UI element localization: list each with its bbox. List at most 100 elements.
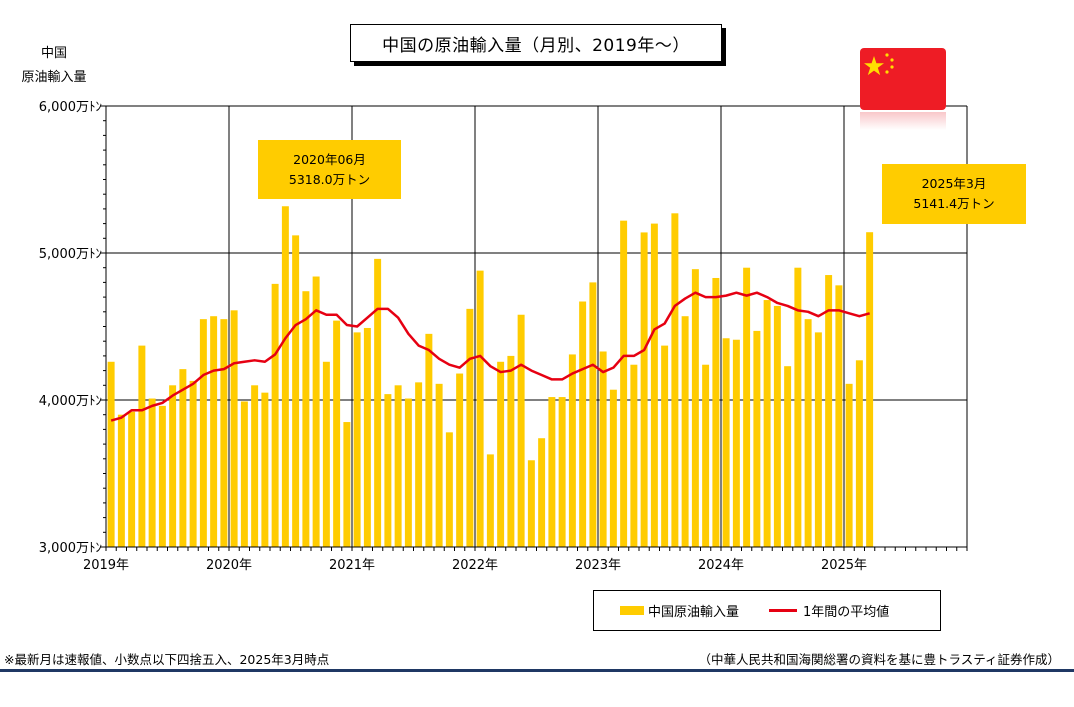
- bar: [271, 283, 279, 547]
- x-tick-label: 2021年: [329, 558, 375, 573]
- bar: [384, 394, 392, 547]
- bar: [230, 310, 238, 547]
- bar: [691, 269, 699, 547]
- bar: [281, 206, 289, 547]
- bar: [671, 213, 679, 547]
- callout-2025-03-date: 2025年3月: [921, 176, 987, 191]
- bar: [599, 351, 607, 547]
- bottom-rule: [0, 669, 1074, 672]
- bar: [753, 330, 761, 547]
- bar: [538, 438, 546, 547]
- bar: [650, 223, 658, 547]
- flag-stars: [864, 53, 894, 76]
- bar: [138, 345, 146, 547]
- bar: [497, 361, 505, 547]
- callout-2020-06-value: 5318.0万トン: [288, 171, 371, 187]
- bar: [476, 270, 484, 547]
- y-tick-label: 5,000万ﾄﾝ: [39, 247, 102, 262]
- bar: [292, 235, 300, 548]
- y-axis-unit-line2: 原油輸入量: [21, 70, 87, 85]
- bar: [681, 316, 689, 547]
- bar: [486, 454, 494, 547]
- bar: [158, 405, 166, 547]
- bar: [507, 355, 515, 547]
- bar: [548, 397, 556, 547]
- bar-series: [107, 206, 874, 548]
- legend: 中国原油輸入量 1年間の平均値: [593, 590, 941, 631]
- bar: [333, 320, 341, 547]
- bar: [374, 258, 382, 547]
- bar: [814, 332, 822, 547]
- bar: [845, 383, 853, 547]
- x-tick-label: 2019年: [83, 558, 129, 573]
- bar: [425, 333, 433, 547]
- bar: [302, 291, 310, 547]
- bar: [466, 308, 474, 547]
- callout-2025-03-value: 5141.4万トン: [913, 196, 995, 211]
- bar: [579, 301, 587, 547]
- bar: [179, 369, 187, 547]
- footnote-right: （中華人民共和国海関総署の資料を基に豊トラスティ証券作成）: [698, 652, 1060, 667]
- bar: [415, 382, 423, 547]
- bar: [210, 316, 218, 547]
- bar: [517, 314, 525, 547]
- bar: [322, 361, 330, 547]
- bar: [640, 232, 648, 548]
- bar: [855, 360, 863, 547]
- bar: [312, 276, 320, 547]
- x-tick-label: 2022年: [452, 558, 498, 573]
- legend-line-label: 1年間の平均値: [803, 605, 890, 620]
- legend-bar-label: 中国原油輸入量: [648, 605, 740, 620]
- bar: [558, 397, 566, 547]
- bar: [743, 267, 751, 547]
- x-tick-label: 2023年: [575, 558, 621, 573]
- x-tick-label: 2020年: [206, 558, 252, 573]
- legend-line-swatch: [769, 609, 798, 612]
- y-axis-unit: 中国 原油輸入量: [4, 42, 104, 90]
- bar: [148, 398, 156, 547]
- bar: [445, 432, 453, 547]
- bar: [835, 285, 843, 547]
- callout-2020-06-date: 2020年06月: [293, 151, 366, 167]
- bar: [394, 385, 402, 547]
- bar: [784, 366, 792, 547]
- china-flag-icon: [860, 48, 946, 110]
- bar: [117, 414, 125, 547]
- tick-labels: 3,000万ﾄﾝ 4,000万ﾄﾝ 5,000万ﾄﾝ 6,000万ﾄﾝ 2019年 202…: [39, 100, 867, 573]
- bar: [804, 319, 812, 547]
- bar: [363, 327, 371, 547]
- bar: [825, 275, 833, 547]
- y-tick-label: 6,000万ﾄﾝ: [39, 100, 102, 115]
- x-tick-label: 2024年: [698, 558, 744, 573]
- bar: [189, 380, 197, 547]
- bar: [169, 385, 177, 547]
- bar: [353, 332, 361, 547]
- bar: [128, 411, 136, 547]
- legend-item-bar: 中国原油輸入量: [620, 601, 739, 620]
- flag-reflection: [860, 112, 946, 130]
- callout-2020-06: 2020年06月 5318.0万トン: [258, 140, 401, 199]
- bar: [240, 401, 248, 547]
- footnote-left: ※最新月は速報値、小数点以下四捨五入、2025年3月時点: [4, 652, 330, 667]
- y-tick-label: 3,000万ﾄﾝ: [39, 541, 102, 556]
- bar: [456, 373, 464, 547]
- bar: [251, 385, 259, 547]
- bar: [630, 364, 638, 547]
- bar: [589, 282, 597, 547]
- bar: [435, 383, 443, 547]
- bar: [620, 220, 628, 547]
- bar: [527, 460, 535, 547]
- bar: [722, 338, 730, 547]
- bar: [866, 232, 874, 547]
- callout-2025-03: 2025年3月 5141.4万トン: [882, 164, 1026, 224]
- legend-item-line: 1年間の平均値: [769, 601, 889, 620]
- bar: [343, 422, 351, 547]
- bar: [773, 305, 781, 547]
- avg-line: [110, 291, 870, 422]
- y-tick-label: 4,000万ﾄﾝ: [39, 394, 102, 409]
- bar: [404, 398, 412, 547]
- bar: [199, 319, 207, 547]
- x-tick-label: 2025年: [821, 558, 867, 573]
- bar: [609, 389, 617, 547]
- bar: [712, 277, 720, 547]
